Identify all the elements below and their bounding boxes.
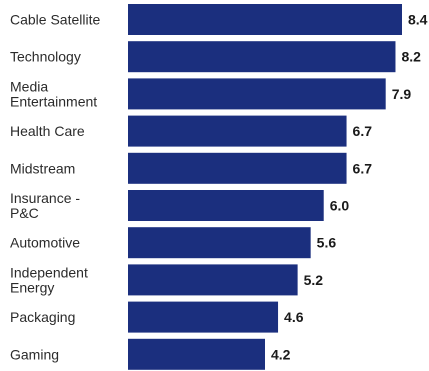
bar bbox=[128, 41, 396, 73]
value-label: 5.2 bbox=[304, 272, 324, 288]
value-label: 6.7 bbox=[353, 160, 373, 176]
bar bbox=[128, 338, 265, 370]
value-label: 4.6 bbox=[284, 309, 304, 325]
value-label: 4.2 bbox=[271, 346, 291, 362]
category-label: Midstream bbox=[10, 160, 75, 176]
value-label: 5.6 bbox=[317, 235, 337, 251]
category-label: Insurance -P&C bbox=[10, 190, 80, 221]
category-label: Technology bbox=[10, 49, 81, 65]
bar bbox=[128, 301, 279, 333]
value-label: 6.7 bbox=[353, 123, 373, 139]
category-label: Automotive bbox=[10, 235, 80, 251]
category-label: Health Care bbox=[10, 123, 85, 139]
category-label: Media Entertainment bbox=[10, 78, 97, 109]
bar bbox=[128, 190, 324, 221]
category-label: Independent Energy bbox=[10, 264, 88, 295]
bar bbox=[128, 78, 386, 110]
category-label: Gaming bbox=[10, 346, 59, 362]
category-label: Packaging bbox=[10, 309, 75, 325]
category-label: Cable Satellite bbox=[10, 12, 100, 28]
bar bbox=[128, 115, 347, 147]
bar bbox=[128, 264, 298, 296]
value-label: 8.4 bbox=[408, 12, 428, 28]
bar bbox=[128, 227, 311, 259]
value-label: 8.2 bbox=[401, 49, 421, 65]
bar bbox=[128, 4, 402, 35]
bar bbox=[128, 152, 347, 184]
value-label: 7.9 bbox=[392, 86, 412, 102]
value-label: 6.0 bbox=[330, 198, 350, 214]
